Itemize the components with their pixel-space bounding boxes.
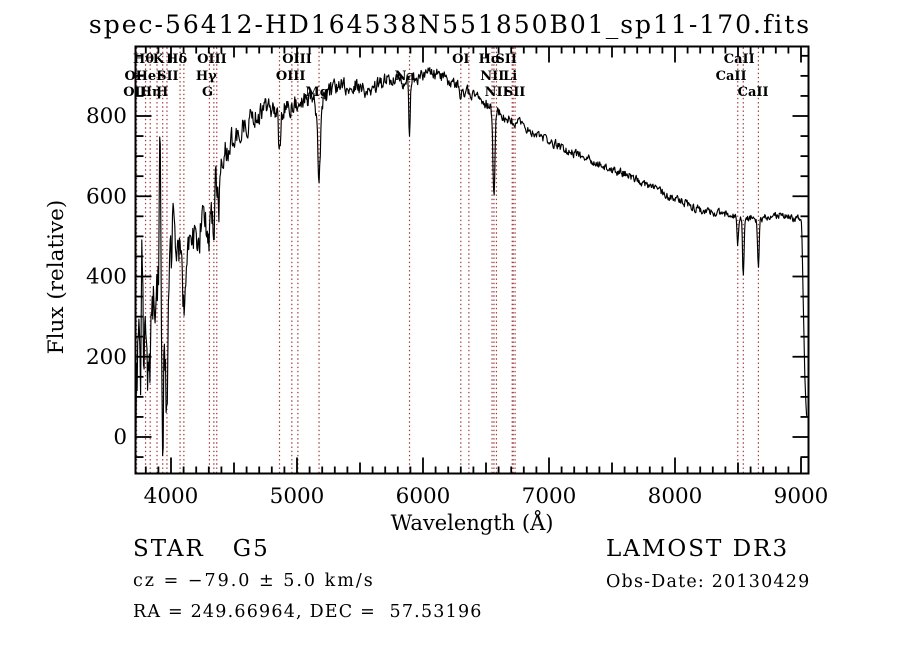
spectral-line-label: NII	[480, 69, 504, 84]
y-tick-label: 0	[113, 425, 127, 450]
y-axis-title: Flux (relative)	[44, 200, 69, 354]
x-tick-label: 6000	[396, 484, 451, 509]
y-tick-label: 200	[86, 345, 127, 370]
spectral-line-label: Hα	[479, 52, 501, 67]
spectral-line-label: OI	[452, 52, 469, 67]
spectral-line-label: K	[153, 52, 165, 67]
obs-date-label: Obs-Date: 20130429	[606, 572, 811, 592]
spectral-line-label: OIII	[197, 52, 227, 67]
spectral-line-label: NII	[485, 85, 509, 100]
x-tick-label: 7000	[522, 484, 577, 509]
spectral-line-label: Li	[503, 69, 517, 84]
axis-ticks	[136, 47, 808, 473]
y-tick-label: 800	[86, 104, 127, 129]
spectrum-trace	[135, 67, 808, 457]
spectral-line-label: OI	[124, 69, 141, 84]
spectral-line-label: HeI	[136, 69, 163, 84]
x-tick-label: 8000	[648, 484, 703, 509]
spectral-line-label: Hγ	[196, 69, 217, 84]
spectral-line-label: H	[156, 85, 168, 100]
spectral-line-label: SII	[495, 52, 517, 67]
spectral-line-label: G	[202, 85, 213, 100]
x-tick-label: 9000	[774, 484, 829, 509]
spectral-line-label: Hδ	[166, 52, 187, 67]
spectral-line-label: CaII	[716, 69, 747, 84]
y-tick-label: 600	[86, 184, 127, 209]
x-tick-label: 4000	[144, 484, 199, 509]
spectral-line-label: SII	[504, 85, 526, 100]
spectral-line-label: SII	[157, 69, 179, 84]
spectral-line-label: OIII	[276, 69, 306, 84]
x-axis-title: Wavelength (Å)	[391, 510, 554, 535]
ra-dec-label: RA = 249.66964, DEC = 57.53196	[133, 602, 483, 622]
survey-release-label: LAMOST DR3	[606, 536, 790, 562]
x-tick-labels: 4000 5000 6000 7000 8000 9000	[144, 484, 829, 509]
spectral-line-label: Hη	[140, 85, 162, 100]
page-title: spec-56412-HD164538N551850B01_sp11-170.f…	[88, 10, 812, 39]
y-tick-label: 400	[86, 265, 127, 290]
y-tick-labels: 0 200 400 600 800	[86, 104, 127, 450]
plot-box	[134, 45, 810, 475]
spectral-line-label: CaII	[738, 85, 769, 100]
radial-velocity-label: cz = −79.0 ± 5.0 km/s	[133, 571, 375, 591]
spectral-line-markers	[136, 47, 760, 473]
x-tick-label: 5000	[270, 484, 325, 509]
spectral-line-label: CaII	[724, 52, 755, 67]
object-class-label: STAR G5	[133, 536, 270, 562]
